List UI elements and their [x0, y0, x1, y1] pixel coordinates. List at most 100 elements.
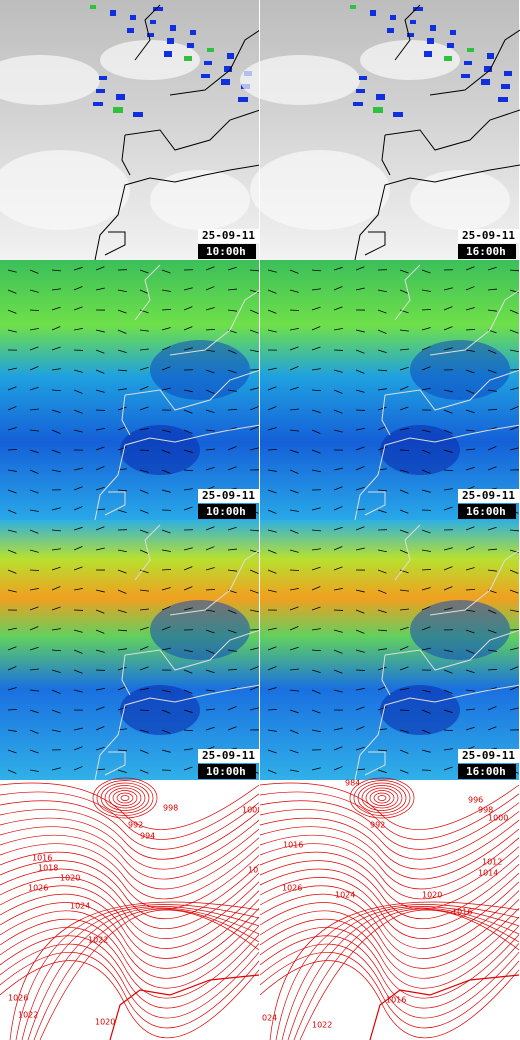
wind-arrow: [249, 309, 259, 314]
precip: [467, 48, 474, 52]
wind-arrow: [465, 286, 475, 291]
wind-arrow: [421, 308, 432, 311]
wind-arrow: [249, 666, 259, 671]
wind-arrow: [421, 647, 431, 651]
wind-arrow: [95, 287, 105, 291]
wind-arrow: [29, 346, 39, 351]
map-panel: 25-09-11 16:00h: [260, 260, 520, 521]
wind-arrow: [509, 447, 519, 451]
wind-arrow: [73, 566, 83, 571]
precip: [130, 15, 136, 20]
wind-arrow: [311, 306, 321, 311]
wind-arrow: [487, 266, 497, 271]
isobar-label: 1000: [488, 814, 508, 823]
wind-arrow: [183, 748, 193, 751]
precip: [99, 76, 107, 80]
wind-arrow: [289, 408, 299, 411]
wind-arrow: [7, 509, 17, 514]
wind-arrow: [139, 589, 149, 592]
wind-arrow: [333, 266, 343, 271]
precip: [387, 28, 394, 33]
wind-arrow: [443, 409, 453, 414]
date-box: [198, 749, 259, 763]
coastline: [354, 264, 520, 521]
wind-arrow: [29, 646, 39, 651]
wind-arrow: [487, 649, 497, 652]
wind-arrow: [51, 566, 61, 571]
wind-arrow: [117, 289, 127, 293]
wind-arrow: [267, 329, 277, 333]
date-label: 25-09-11: [462, 229, 515, 242]
wind-arrow: [7, 269, 17, 273]
wind-arrow: [161, 489, 171, 493]
wind-arrow: [399, 569, 409, 574]
wind-arrow: [311, 767, 321, 771]
wind-arrow: [139, 329, 149, 332]
wind-arrow: [333, 486, 343, 491]
map-panel: 25-09-11 10:00h: [0, 520, 261, 781]
wind-arrow: [51, 326, 61, 331]
wind-arrow: [227, 629, 237, 634]
wind-arrow: [509, 269, 519, 272]
wind-arrow: [333, 587, 343, 591]
isobar: [92, 777, 158, 819]
wind-arrow: [289, 549, 299, 553]
wind-arrow: [421, 709, 431, 714]
wind-arrow: [117, 706, 127, 711]
isobar: [0, 960, 260, 1039]
wind-arrow: [289, 328, 299, 331]
wind-arrow: [377, 349, 387, 353]
wind-arrow: [205, 589, 216, 591]
wind-arrow: [183, 389, 193, 393]
isobar: [259, 800, 520, 850]
wind-arrow: [249, 349, 259, 353]
wind-arrow: [487, 569, 497, 572]
wind-arrow: [73, 746, 83, 751]
wind-arrow: [421, 387, 431, 391]
wind-arrow: [267, 309, 277, 314]
wind-arrow: [465, 448, 475, 451]
wind-arrow: [205, 546, 215, 551]
wind-arrow: [333, 566, 343, 571]
coastline: [354, 524, 520, 781]
wind-arrow: [421, 749, 431, 753]
wind-arrow: [183, 649, 193, 653]
wind-arrow: [95, 266, 105, 271]
isobar: [0, 893, 260, 959]
wind-arrow: [51, 507, 61, 511]
wind-arrow: [421, 449, 431, 454]
wind-arrow: [205, 466, 215, 471]
wind-arrow: [333, 649, 343, 654]
wind-arrow: [509, 329, 519, 334]
wind-arrow: [117, 629, 127, 632]
wind-arrow: [117, 329, 127, 334]
precip: [184, 56, 192, 61]
wind-arrow: [205, 567, 215, 571]
wind-arrow: [227, 266, 237, 271]
wind-arrow: [311, 389, 322, 392]
wind-arrow: [421, 269, 431, 274]
wind-arrow: [443, 649, 453, 653]
wind-arrow: [73, 727, 83, 731]
wind-arrow: [249, 609, 259, 613]
wind-arrow: [205, 409, 215, 414]
isobar-label: 1022: [88, 936, 108, 945]
wind-arrow: [205, 266, 215, 271]
isobar: [361, 785, 403, 811]
wind-arrow: [311, 449, 321, 454]
wind-arrow: [73, 669, 83, 674]
precip: [427, 38, 434, 44]
wind-arrow: [399, 309, 409, 314]
wind-arrow: [443, 469, 454, 472]
isobar: [0, 817, 260, 870]
wind-arrow: [465, 526, 475, 531]
wind-arrow: [29, 626, 39, 631]
precip: [110, 10, 116, 16]
wind-arrow: [443, 766, 453, 771]
wind-arrow: [289, 569, 300, 571]
isobar: [0, 943, 260, 1019]
wind-arrow: [399, 289, 409, 294]
isobar: [108, 787, 142, 809]
wind-arrow: [377, 426, 387, 431]
wind-arrow: [443, 586, 453, 591]
